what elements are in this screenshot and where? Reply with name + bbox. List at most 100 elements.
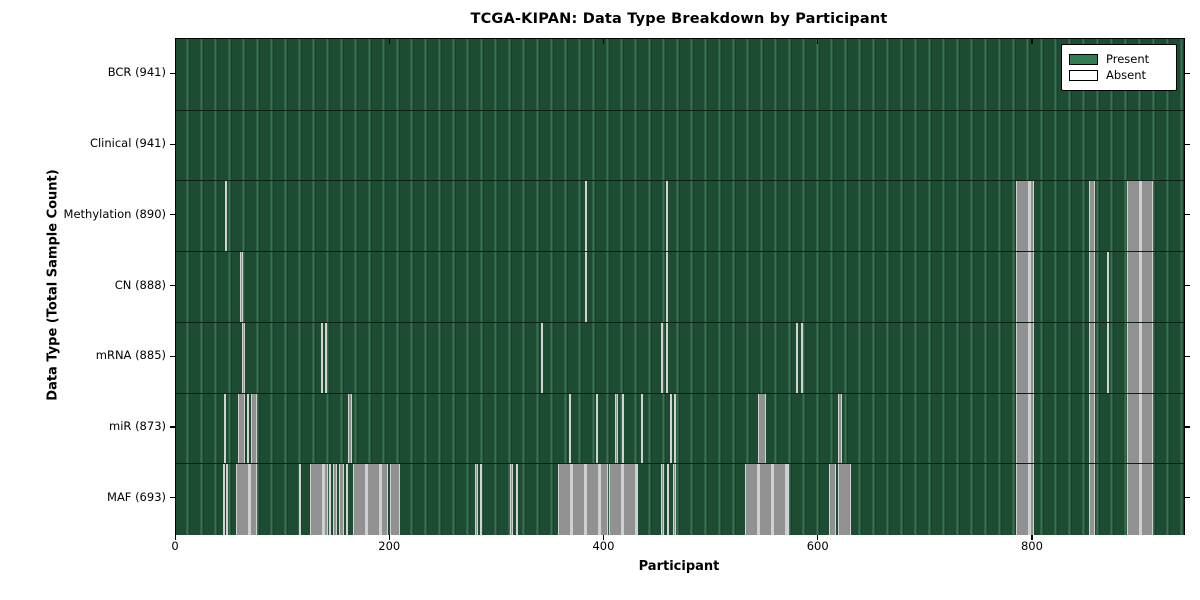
absent-stripe	[838, 464, 851, 535]
absent-stripe	[1127, 322, 1153, 394]
absent-stripe	[569, 393, 572, 465]
absent-stripe	[661, 322, 664, 394]
absent-stripe	[352, 464, 389, 535]
y-tick-label-methylation: Methylation (890)	[63, 206, 166, 221]
x-axis-label: Participant	[638, 559, 720, 574]
absent-stripe	[1127, 252, 1153, 323]
absent-stripe	[585, 252, 588, 323]
absent-stripe	[324, 322, 328, 394]
row-band-clinical	[176, 109, 1184, 182]
legend-label-absent: Absent	[1106, 68, 1147, 82]
absent-stripe	[665, 181, 668, 253]
x-axis-tick	[817, 535, 819, 540]
absent-stripe	[1015, 322, 1035, 394]
absent-stripe	[1088, 464, 1096, 535]
x-tick-label-0: 0	[171, 539, 179, 553]
absent-stripe	[674, 393, 677, 465]
absent-stripe	[226, 464, 229, 535]
absent-stripe	[510, 464, 514, 535]
y-tick-label-maf: MAF (693)	[107, 489, 166, 504]
absent-stripe	[1127, 181, 1153, 253]
absent-stripe	[246, 393, 249, 465]
row-band-methylation	[176, 180, 1184, 253]
x-axis-tick-top	[817, 39, 819, 44]
y-axis-tick	[170, 497, 175, 499]
absent-stripe	[480, 464, 483, 535]
absent-stripe	[669, 393, 672, 465]
y-axis-tick	[1185, 72, 1190, 75]
plot-area	[175, 38, 1185, 535]
y-axis-tick	[1185, 214, 1190, 216]
x-tick-label-200: 200	[378, 539, 401, 553]
absent-stripe	[558, 464, 608, 535]
absent-stripe	[1106, 252, 1109, 323]
y-tick-label-cn: CN (888)	[114, 277, 166, 292]
y-tick-label-mir: miR (873)	[109, 418, 166, 433]
y-axis-tick	[170, 143, 175, 145]
absent-stripe	[240, 252, 244, 323]
absent-stripe	[615, 393, 619, 465]
absent-stripe	[515, 464, 518, 535]
absent-stripe	[744, 464, 789, 535]
y-axis-tick	[170, 285, 175, 287]
absent-stripe	[250, 393, 258, 465]
absent-stripe	[1106, 322, 1109, 394]
absent-stripe	[640, 393, 644, 465]
absent-stripe	[390, 464, 400, 535]
x-axis-tick	[602, 535, 605, 540]
legend: Present Absent	[1061, 44, 1177, 91]
absent-stripe	[338, 464, 345, 535]
absent-stripe	[666, 464, 669, 535]
absent-stripe	[621, 393, 624, 465]
y-axis-tick	[1185, 426, 1190, 428]
absent-swatch-icon	[1069, 70, 1098, 81]
absent-stripe	[1088, 181, 1096, 253]
y-axis-tick	[170, 426, 175, 428]
row-band-maf	[176, 463, 1184, 535]
x-axis-tick	[1031, 535, 1033, 540]
row-band-cn	[176, 251, 1184, 323]
y-axis-tick	[170, 72, 175, 75]
absent-stripe	[665, 252, 668, 323]
row-band-mrna	[176, 321, 1184, 394]
absent-stripe	[299, 464, 302, 535]
absent-stripe	[673, 464, 677, 535]
absent-stripe	[800, 322, 803, 394]
present-swatch-icon	[1069, 54, 1098, 65]
x-tick-label-600: 600	[806, 539, 829, 553]
legend-entry-absent: Absent	[1069, 69, 1168, 82]
y-tick-label-clinical: Clinical (941)	[89, 136, 166, 151]
absent-stripe	[238, 393, 245, 465]
absent-stripe	[1127, 393, 1153, 465]
legend-label-present: Present	[1106, 52, 1150, 66]
absent-stripe	[235, 464, 258, 535]
absent-stripe	[1088, 322, 1096, 394]
absent-stripe	[1088, 393, 1096, 465]
y-axis-tick	[170, 214, 175, 216]
row-band-bcr	[176, 39, 1184, 110]
absent-stripe	[541, 322, 544, 394]
absent-stripe	[1015, 393, 1035, 465]
absent-stripe	[595, 393, 599, 465]
absent-stripe	[309, 464, 329, 535]
y-axis-tick	[1185, 285, 1190, 287]
x-axis-tick-top	[1031, 39, 1033, 44]
x-axis-tick-top	[602, 39, 605, 44]
absent-stripe	[224, 393, 227, 465]
absent-stripe	[1015, 464, 1035, 535]
absent-stripe	[225, 181, 228, 253]
absent-stripe	[346, 464, 349, 535]
absent-stripe	[757, 393, 767, 465]
x-tick-label-400: 400	[592, 539, 615, 553]
absent-stripe	[1088, 252, 1096, 323]
x-axis-tick	[174, 535, 176, 540]
y-tick-label-mrna: mRNA (885)	[95, 348, 166, 363]
y-axis-tick	[1185, 497, 1190, 499]
absent-stripe	[608, 464, 638, 535]
absent-stripe	[320, 322, 323, 394]
absent-stripe	[829, 464, 836, 535]
row-band-mir	[176, 392, 1184, 465]
absent-stripe	[348, 393, 352, 465]
legend-entry-present: Present	[1069, 53, 1168, 66]
